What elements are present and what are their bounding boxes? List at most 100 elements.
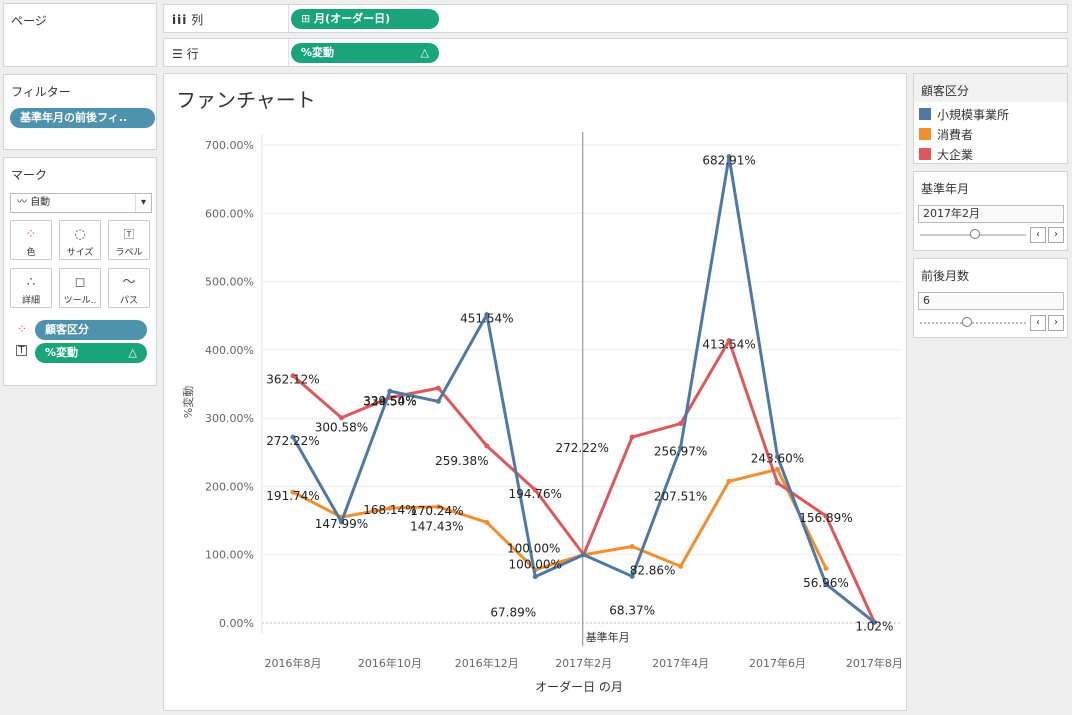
marks-field-pct-change[interactable]: %変動 △ (35, 343, 147, 363)
next-arrow-icon[interactable]: › (1048, 315, 1064, 331)
data-label: 256.97% (654, 445, 707, 459)
size-button[interactable]: ◌ サイズ (59, 220, 101, 260)
filters-card[interactable]: フィルター 基準年月の前後フィ.. (3, 74, 157, 150)
filters-title: フィルター (11, 85, 71, 99)
data-point[interactable] (823, 565, 829, 571)
delta-icon: △ (420, 46, 429, 59)
legend-card[interactable]: 顧客区分 小規模事業所 消費者 大企業 (913, 73, 1068, 164)
data-point[interactable] (290, 434, 296, 440)
marks-field-customer[interactable]: 顧客区分 (35, 320, 147, 340)
data-label: 68.37% (609, 603, 655, 617)
data-point[interactable] (387, 388, 393, 394)
data-label: 100.00% (509, 558, 562, 572)
tooltip-button[interactable]: ◻ ツール.. (59, 268, 101, 308)
data-point[interactable] (484, 312, 490, 318)
legend-item-small-business[interactable]: 小規模事業所 (919, 106, 1009, 123)
y-tick-label: 0.00% (219, 617, 254, 630)
data-label: 56.96% (803, 576, 849, 590)
data-point[interactable] (338, 519, 344, 525)
pages-card[interactable]: ページ (3, 3, 157, 67)
data-label: 259.38% (435, 454, 488, 468)
data-point[interactable] (775, 466, 780, 472)
data-label: 324.50% (363, 394, 416, 408)
param-months-input[interactable]: 6 (918, 292, 1064, 310)
mark-type-dropdown[interactable]: 〰 自動 ▾ (10, 193, 152, 213)
label-button[interactable]: 🅃 ラベル (108, 220, 150, 260)
data-label: 362.12% (266, 373, 319, 387)
prev-arrow-icon[interactable]: ‹ (1030, 227, 1046, 243)
next-arrow-icon[interactable]: › (1048, 227, 1064, 243)
data-point[interactable] (435, 385, 441, 391)
data-point[interactable] (484, 443, 490, 449)
x-tick-label: 2017年8月 (846, 656, 903, 670)
data-point[interactable] (823, 581, 829, 587)
path-button[interactable]: 〜パス (108, 268, 150, 308)
y-tick-label: 400.00% (205, 344, 254, 357)
data-point[interactable] (726, 478, 732, 484)
data-label: 451.54% (460, 312, 513, 326)
columns-shelf[interactable]: iii 列 ⊞ 月(オーダー日) (163, 4, 1068, 33)
param-months-slider-track[interactable] (920, 322, 1026, 324)
detail-button[interactable]: ∴ 詳細 (10, 268, 52, 308)
marks-card[interactable]: マーク 〰 自動 ▾ ⁘ 色 ◌ サイズ 🅃 ラベル ∴ 詳細 ◻ ツール.. 〜パス ⁘… (3, 157, 157, 386)
data-point[interactable] (290, 489, 296, 495)
data-point[interactable] (532, 574, 538, 580)
detail-icon: ∴ (26, 275, 36, 290)
legend-item-consumer[interactable]: 消費者 (919, 126, 973, 143)
data-point[interactable] (387, 505, 393, 511)
color-dots-icon: ⁘ (25, 227, 37, 242)
x-tick-label: 2017年2月 (555, 656, 612, 670)
data-label: 147.99% (315, 517, 368, 531)
data-point[interactable] (290, 373, 296, 379)
data-point[interactable] (435, 504, 441, 510)
rows-shelf[interactable]: ☰ 行 %変動 △ (163, 38, 1068, 67)
legend-swatch (919, 148, 931, 160)
y-tick-label: 600.00% (205, 207, 254, 220)
columns-pill[interactable]: ⊞ 月(オーダー日) (291, 9, 439, 29)
param-base-month-title: 基準年月 (921, 182, 970, 196)
data-point[interactable] (678, 445, 684, 451)
y-tick-label: 500.00% (205, 276, 254, 289)
data-point[interactable] (775, 454, 780, 460)
data-point[interactable] (338, 415, 344, 421)
legend-item-enterprise[interactable]: 大企業 (919, 146, 973, 163)
data-point[interactable] (678, 563, 684, 569)
color-button[interactable]: ⁘ 色 (10, 220, 52, 260)
data-label: 413.54% (702, 338, 755, 352)
path-icon: 〜 (122, 275, 136, 290)
data-point[interactable] (726, 154, 732, 160)
data-point[interactable] (823, 513, 829, 519)
legend-title: 顧客区分 (921, 84, 970, 98)
data-point[interactable] (581, 552, 587, 558)
param-months-card[interactable]: 前後月数 6 ‹ › (913, 258, 1068, 338)
data-point[interactable] (629, 434, 635, 440)
pages-title: ページ (11, 14, 47, 28)
series-line[interactable] (292, 467, 828, 572)
data-point[interactable] (484, 519, 490, 525)
prev-arrow-icon[interactable]: ‹ (1030, 315, 1046, 331)
label-icon: 🅃 (123, 228, 135, 241)
line-chart[interactable]: ファンチャート 0.00% 100.00% 200.00% 300.00% 400.00… (164, 74, 906, 710)
param-base-month-slider-thumb[interactable] (970, 229, 980, 239)
rows-pill[interactable]: %変動 △ (291, 43, 439, 63)
data-point[interactable] (678, 421, 684, 427)
x-axis-label: オーダー日 の月 (535, 679, 623, 694)
data-point[interactable] (532, 487, 538, 493)
param-base-month-input[interactable]: 2017年2月 (918, 205, 1064, 223)
data-label: 82.86% (630, 563, 676, 577)
x-tick-label: 2016年10月 (358, 656, 422, 670)
data-point[interactable] (871, 619, 877, 625)
legend-swatch (919, 108, 931, 120)
filter-pill[interactable]: 基準年月の前後フィ.. (10, 108, 155, 128)
data-label: 168.14% (363, 503, 416, 517)
data-point[interactable] (629, 544, 635, 550)
param-months-slider-thumb[interactable] (962, 317, 972, 327)
chart-pane[interactable]: ファンチャート 0.00% 100.00% 200.00% 300.00% 400.00… (163, 73, 907, 711)
data-point[interactable] (726, 338, 732, 344)
data-point[interactable] (775, 480, 780, 486)
param-base-month-card[interactable]: 基準年月 2017年2月 ‹ › (913, 171, 1068, 251)
data-point[interactable] (629, 573, 635, 579)
color-field-icon: ⁘ (17, 322, 28, 336)
data-point[interactable] (435, 398, 441, 404)
rows-icon: ☰ (172, 47, 183, 61)
